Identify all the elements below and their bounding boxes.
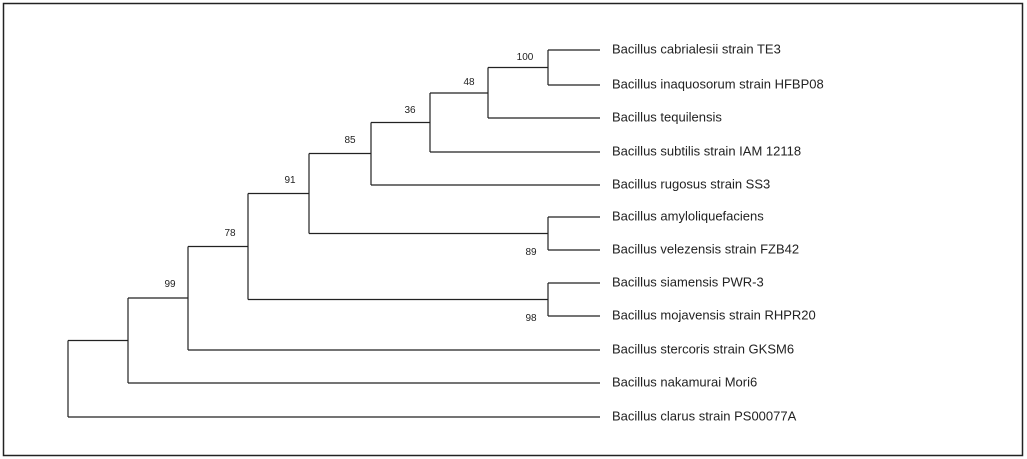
taxon-label: Bacillus inaquosorum strain HFBP08 [612,76,824,91]
taxon-label: Bacillus siamensis PWR-3 [612,274,764,289]
taxon-label: Bacillus mojavensis strain RHPR20 [612,307,816,322]
taxon-label: Bacillus velezensis strain FZB42 [612,241,799,256]
taxon-label: Bacillus nakamurai Mori6 [612,374,757,389]
taxon-label: Bacillus stercoris strain GKSM6 [612,341,794,356]
taxon-label: Bacillus cabrialesii strain TE3 [612,41,781,56]
taxon-labels: Bacillus cabrialesii strain TE3 Bacillus… [612,41,824,423]
bootstrap-labels: 100 48 36 85 91 78 99 89 98 [164,52,537,324]
bootstrap-value: 89 [525,247,537,258]
branches [67,49,600,418]
taxon-label: Bacillus subtilis strain IAM 12118 [612,143,801,158]
bootstrap-value: 85 [344,135,356,146]
bootstrap-value: 91 [284,175,296,186]
bootstrap-value: 48 [463,77,475,88]
bootstrap-value: 98 [525,313,537,324]
bootstrap-value: 78 [224,228,236,239]
taxon-label: Bacillus rugosus strain SS3 [612,176,770,191]
taxon-label: Bacillus clarus strain PS00077A [612,408,797,423]
bootstrap-value: 99 [164,279,176,290]
bootstrap-value: 100 [517,52,534,63]
taxon-label: Bacillus amyloliquefaciens [612,208,764,223]
taxon-label: Bacillus tequilensis [612,109,722,124]
bootstrap-value: 36 [404,105,416,116]
